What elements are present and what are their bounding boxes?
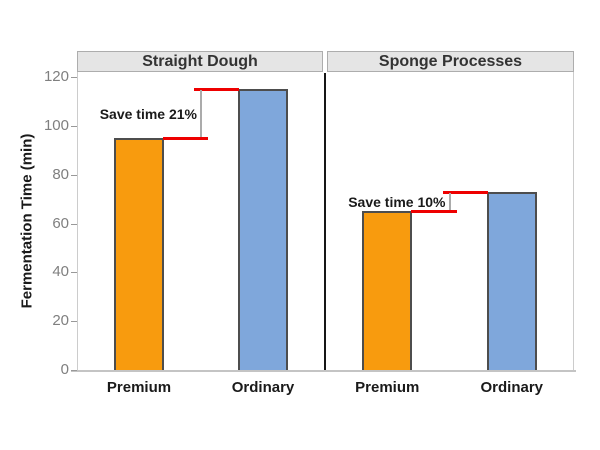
y-tick-label: 40 [52,263,69,281]
facet-header: Sponge Processes [327,51,574,72]
bar-ordinary [486,191,537,370]
y-tick-label: 0 [60,361,69,378]
facet-header-label: Straight Dough [142,52,258,70]
y-tick-label: 20 [52,312,69,330]
annotation-text: Save time 21% [99,105,197,122]
annotation-text: Save time 10% [348,193,446,210]
annotation-connector-line [448,192,451,211]
annotation-line-ordinary-level [442,190,488,194]
y-tick-mark [71,126,77,127]
x-category-label: Ordinary [231,379,295,396]
facet-divider-line [324,73,326,370]
bar-premium [114,138,164,370]
facet-header-label: Sponge Processes [378,52,523,70]
x-category-label: Premium [106,379,172,396]
annotation-line-premium-level [411,210,457,214]
bar-ordinary [238,89,288,370]
y-tick-mark [71,370,77,371]
x-axis-line [71,370,576,372]
y-tick-mark [71,223,77,225]
y-tick-mark [71,321,77,323]
x-category-label: Premium [355,379,420,396]
annotation-connector-line [200,90,202,138]
y-tick-label: 60 [52,214,69,232]
y-tick-label: 120 [43,68,69,86]
bar-premium [362,211,413,370]
facet-header: Straight Dough [77,51,323,72]
x-category-label: Ordinary [480,379,544,396]
y-tick-label: 80 [52,165,69,183]
y-tick-mark [71,272,77,274]
panel-right-border [573,72,574,370]
annotation-line-premium-level [163,137,208,141]
y-tick-mark [71,174,77,176]
panel-left-border [77,72,78,370]
y-tick-mark [71,77,77,79]
y-tick-label: 100 [43,117,69,134]
annotation-line-ordinary-level [194,88,239,92]
